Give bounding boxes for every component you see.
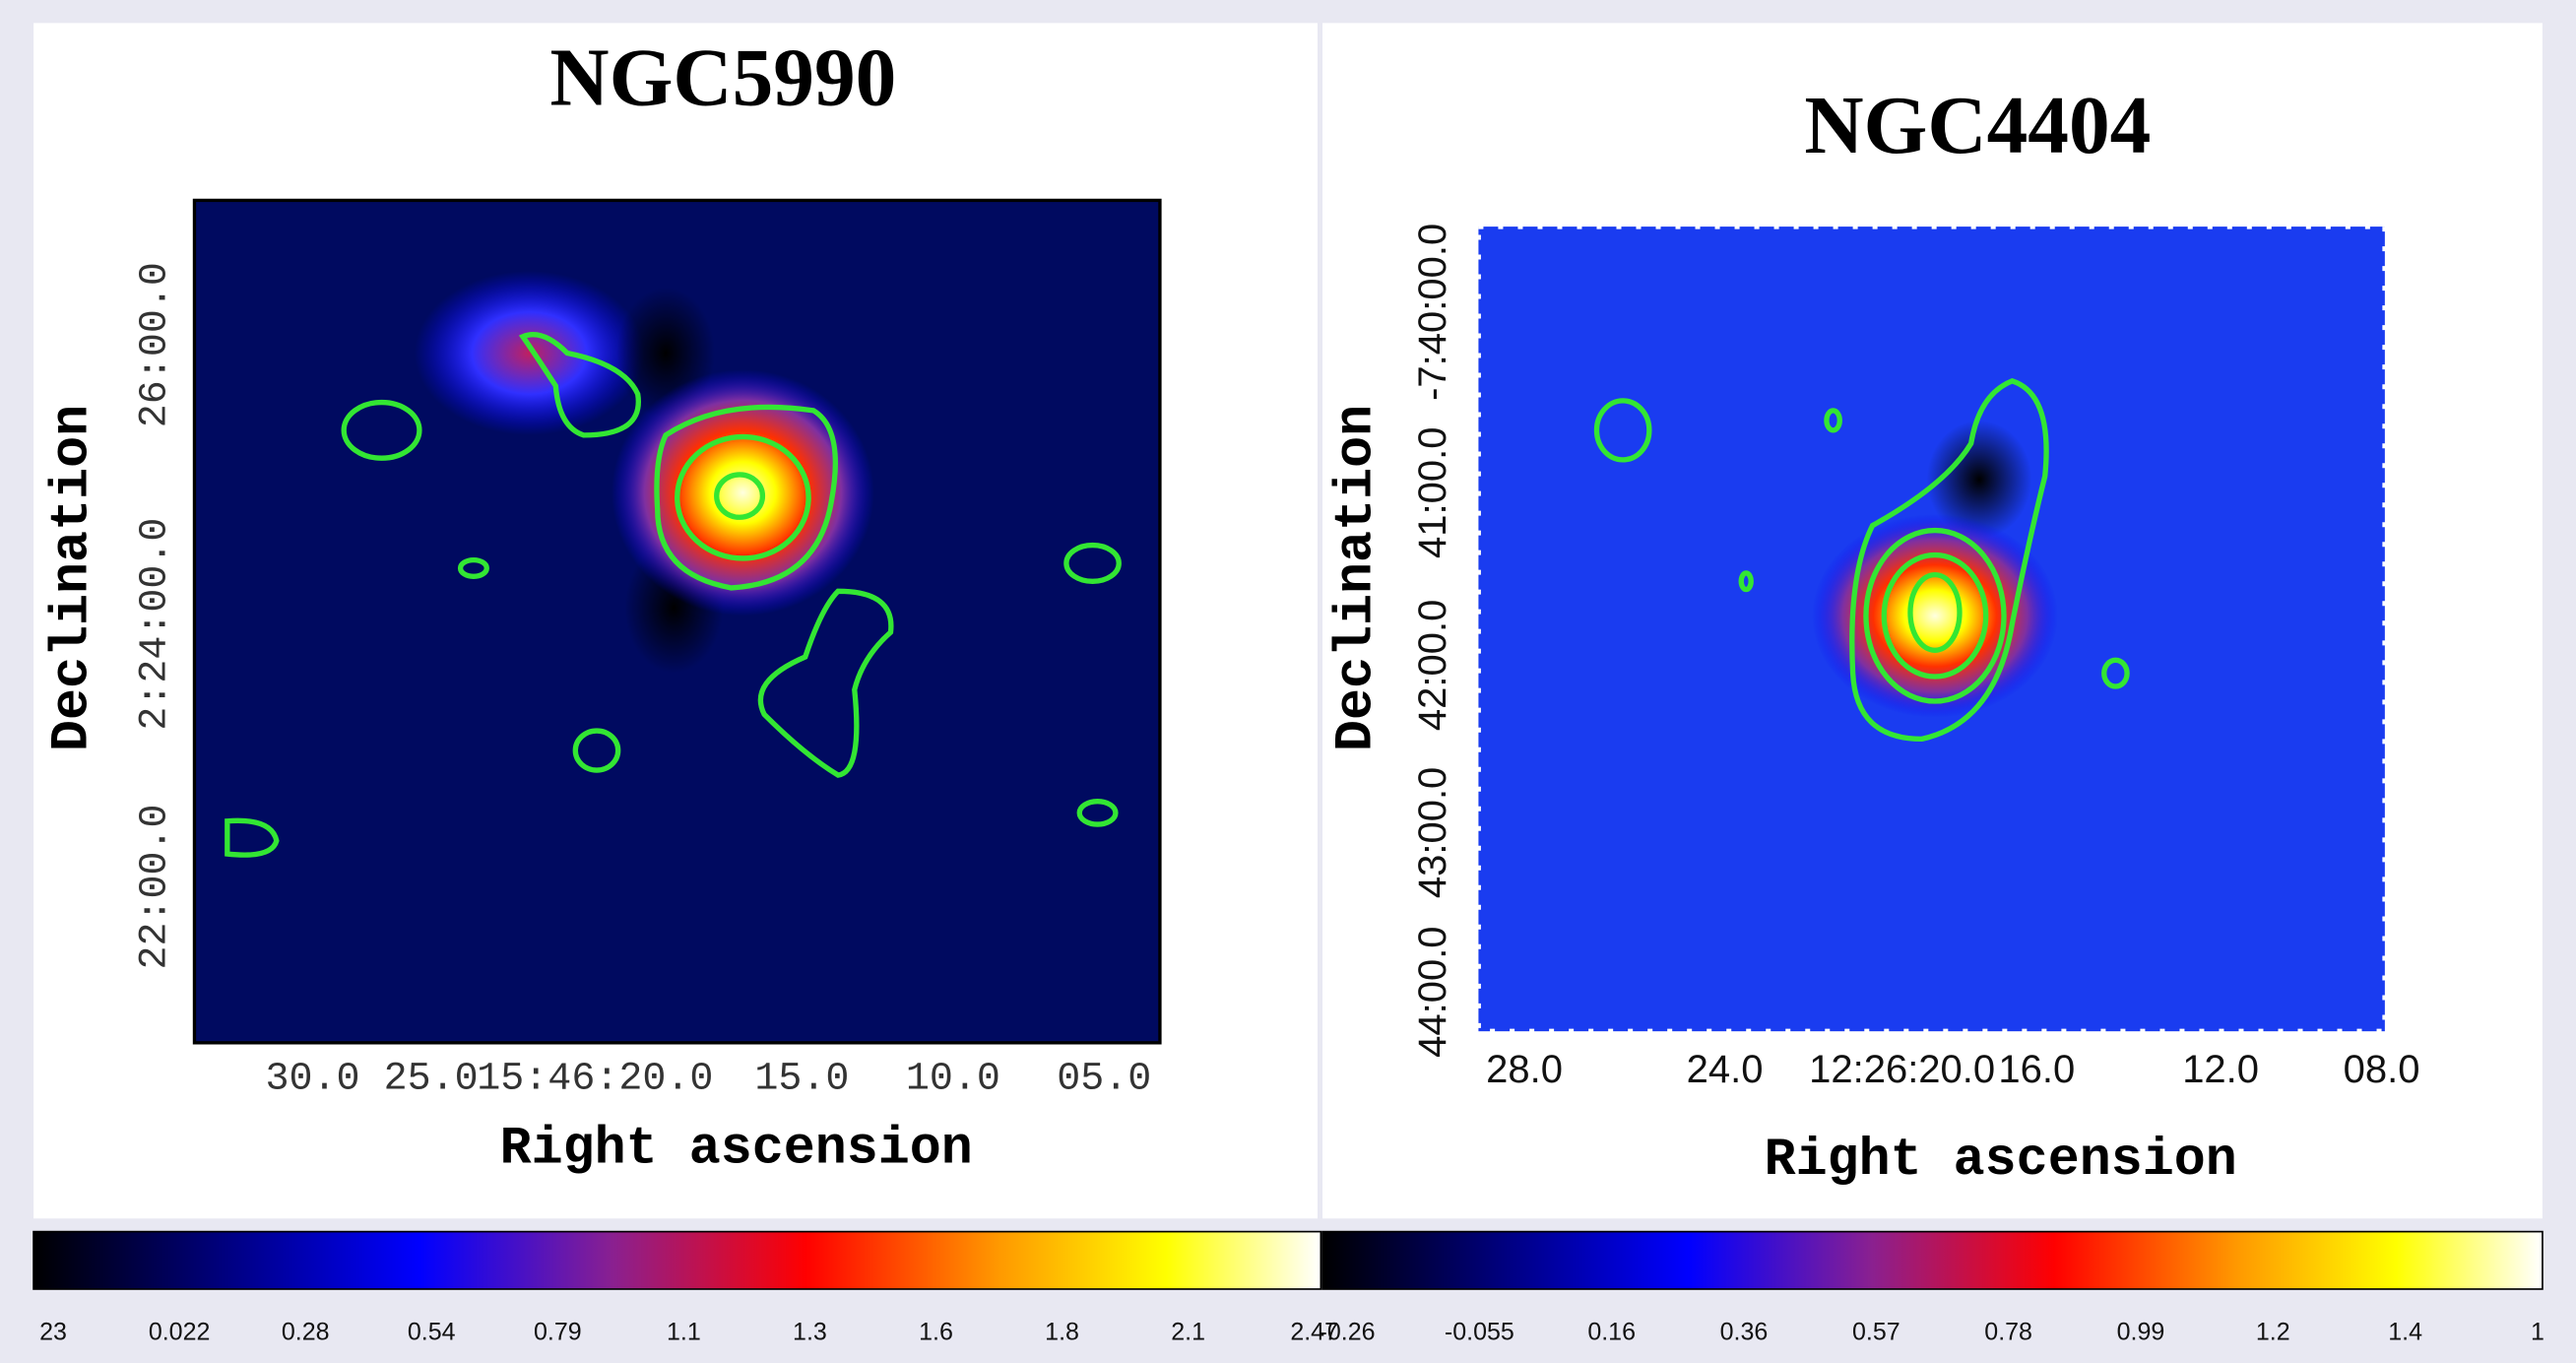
contour (1738, 570, 1754, 593)
contours (1593, 378, 2130, 743)
y-tick-label: 2:24:00.0 (133, 518, 177, 731)
colorbar-tick-label: 0.36 (1720, 1319, 1769, 1346)
colorbar-tick-label: 0.57 (1852, 1319, 1900, 1346)
panel-title: NGC5990 (549, 33, 896, 124)
y-axis-label: Declination (43, 405, 102, 751)
x-tick-label: 30.0 (266, 1058, 360, 1102)
contour (1863, 527, 2007, 704)
colorbar-tick-label: 0.16 (1587, 1319, 1636, 1346)
colorbar-tick-label: 0.28 (282, 1319, 330, 1346)
colorbar-tick-label: 0.99 (2117, 1319, 2165, 1346)
source-blob (1811, 513, 2059, 718)
contour (1849, 378, 2049, 743)
x-tick-label: 16.0 (1998, 1048, 2075, 1091)
x-tick-label: 12:26:20.0 (1809, 1048, 1995, 1091)
x-axis-label: Right ascension (500, 1121, 973, 1180)
axes-frame (192, 198, 1162, 1045)
y-tick-label: -7:40:00.0 (1411, 224, 1454, 401)
contour (1907, 571, 1963, 653)
colorbar-tick-label: 2.1 (1171, 1319, 1205, 1346)
contour (225, 817, 280, 858)
negative-blob (1926, 420, 2032, 539)
contour (572, 728, 621, 773)
contour (1824, 408, 1842, 433)
y-tick-label: 26:00.0 (133, 262, 177, 427)
colorbar-tick-label: 1.8 (1045, 1319, 1079, 1346)
y-tick-label: 41:00.0 (1411, 427, 1454, 558)
x-tick-label: 15:46:20.0 (477, 1058, 713, 1102)
y-tick-label: 22:00.0 (133, 804, 177, 969)
colorbar-tick-label: -0.055 (1445, 1319, 1514, 1346)
x-tick-label: 25.0 (384, 1058, 479, 1102)
contour (675, 433, 811, 561)
colorbar-tick-label: 23 (39, 1319, 67, 1346)
contour (654, 404, 838, 591)
y-axis-label: Declination (1327, 405, 1386, 751)
x-tick-label: 15.0 (754, 1058, 849, 1102)
contour (714, 472, 766, 520)
contour (757, 588, 894, 778)
y-tick-label: 42:00.0 (1411, 600, 1454, 731)
colorbar-tick-label: 2.47 (1290, 1319, 1338, 1346)
colorbar-tick-label: 1.2 (2256, 1319, 2290, 1346)
contour (518, 332, 641, 438)
contour (1063, 542, 1122, 584)
x-tick-label: 05.0 (1057, 1058, 1151, 1102)
colorbar-tick-label: 1.4 (2388, 1319, 2422, 1346)
panel-title: NGC4404 (1804, 81, 2151, 171)
x-axis-label: Right ascension (1765, 1132, 2237, 1191)
y-tick-label: 43:00.0 (1411, 767, 1454, 898)
colorbar-tick-label: 1.3 (793, 1319, 827, 1346)
x-tick-label: 28.0 (1486, 1048, 1563, 1091)
colorbar-tick-label: 0.54 (408, 1319, 456, 1346)
contour (2101, 657, 2130, 689)
y-tick-label: 44:00.0 (1411, 926, 1454, 1057)
contour (1593, 398, 1652, 463)
colorbar (1321, 1230, 2544, 1290)
x-tick-label: 24.0 (1687, 1048, 1764, 1091)
contour (1076, 799, 1119, 827)
axes-frame (1475, 224, 2388, 1034)
colorbar-tick-label: -0.26 (1320, 1319, 1376, 1346)
x-tick-label: 10.0 (906, 1058, 1000, 1102)
colorbar-tick-label: 0.79 (534, 1319, 582, 1346)
colorbar (32, 1230, 1322, 1290)
contour (457, 556, 489, 579)
x-tick-label: 12.0 (2182, 1048, 2259, 1091)
source-blob (414, 271, 645, 435)
contour (1881, 552, 1989, 680)
contours (225, 332, 1122, 858)
colorbar-tick-label: 1.6 (919, 1319, 953, 1346)
colorbar-tick-label: 0.78 (1984, 1319, 2032, 1346)
colorbar-tick-label: 1.1 (667, 1319, 701, 1346)
contour (341, 399, 422, 461)
x-tick-label: 08.0 (2344, 1048, 2420, 1091)
colorbar-tick-label: 0.022 (149, 1319, 211, 1346)
colorbar-tick-label: 1 (2531, 1319, 2544, 1346)
